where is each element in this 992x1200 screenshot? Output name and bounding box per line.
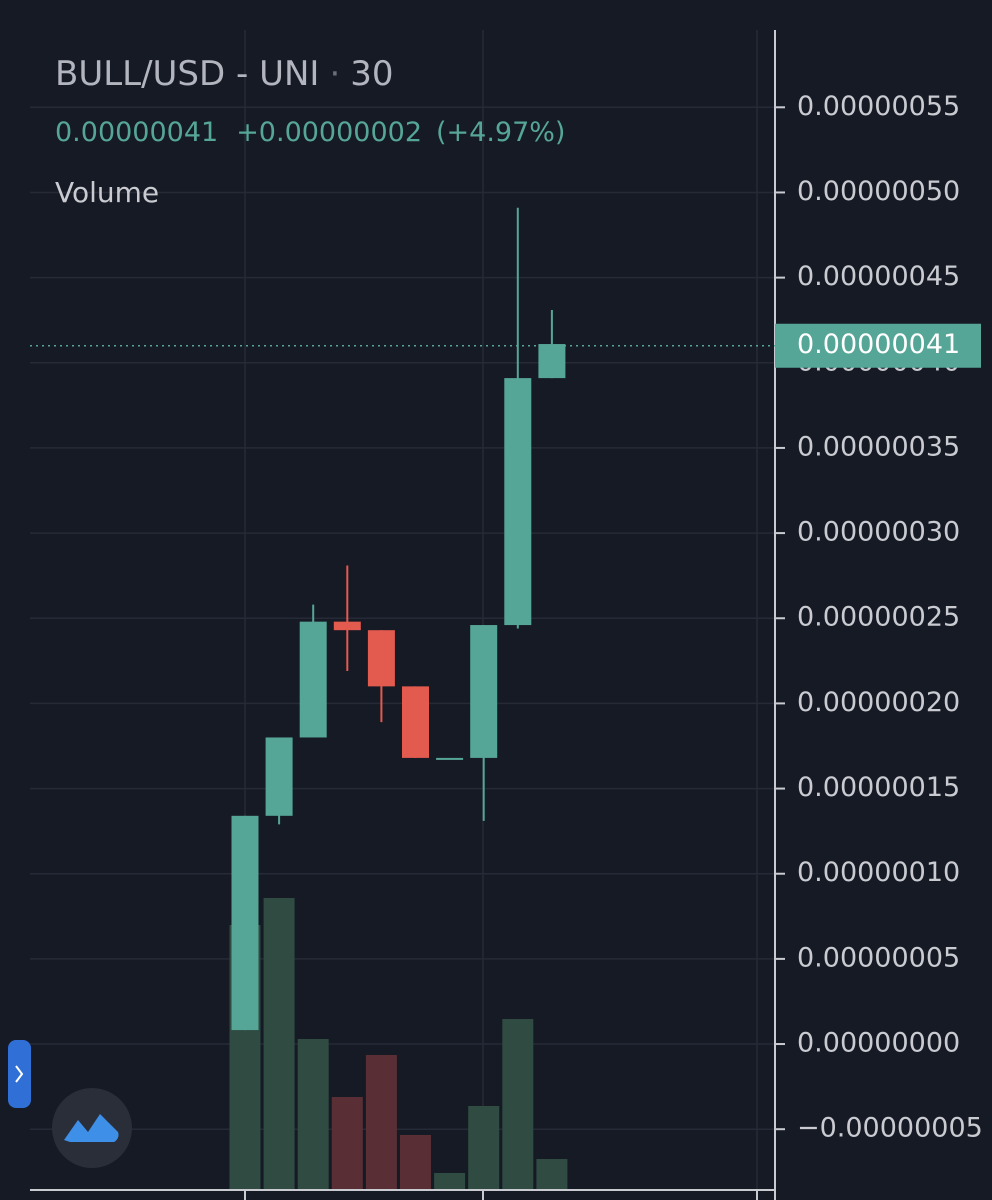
candle-body xyxy=(367,630,395,687)
quote: 0.00000041 +0.00000002 (+4.97%) xyxy=(55,117,565,148)
y-tick-label: 0.00000030 xyxy=(797,517,960,548)
y-tick-label: 0.00000055 xyxy=(797,91,960,122)
change: +0.00000002 xyxy=(236,117,422,148)
side-toggle[interactable] xyxy=(8,1040,31,1108)
candle-body xyxy=(265,737,293,816)
logo-icon xyxy=(64,1114,119,1142)
candle-body xyxy=(504,378,532,626)
interval: 30 xyxy=(350,54,393,94)
candle-body xyxy=(299,621,327,738)
volume-pane xyxy=(229,898,568,1190)
header: BULL/USD - UNI · 30 xyxy=(55,54,394,94)
candle-body xyxy=(333,621,361,631)
y-tick-label: −0.00000005 xyxy=(797,1113,983,1144)
y-tick-label: 0.00000010 xyxy=(797,857,960,888)
volume-bar xyxy=(297,1039,329,1190)
candle-body xyxy=(538,344,566,379)
y-tick-label: 0.00000045 xyxy=(797,261,960,292)
y-tick-label: 0.00000005 xyxy=(797,942,960,973)
y-tick-label: 0.00000000 xyxy=(797,1028,960,1059)
toggle-icon xyxy=(15,1065,24,1083)
y-tick-label: 0.00000025 xyxy=(797,602,960,633)
grid xyxy=(30,106,775,1130)
volume-label: Volume xyxy=(55,176,159,209)
volume-bar xyxy=(331,1097,363,1190)
volume-bar xyxy=(400,1135,431,1190)
volume-bar xyxy=(536,1159,568,1190)
symbol: BULL/USD - UNI xyxy=(55,54,319,94)
y-tick-label: 0.00000020 xyxy=(797,687,960,718)
y-tick-label: 0.00000035 xyxy=(797,431,960,462)
price-axis: 0.000000550.000000500.000000450.00000040… xyxy=(775,91,983,1144)
candle-body xyxy=(436,757,464,760)
separator: · xyxy=(329,54,340,94)
candle-body xyxy=(231,815,259,1031)
last-price-tag xyxy=(775,323,981,368)
last: 0.00000041 xyxy=(55,117,218,148)
candle-body xyxy=(470,625,498,758)
volume-bar xyxy=(502,1019,534,1190)
candle-body xyxy=(402,686,429,758)
change-pct: (+4.97%) xyxy=(436,117,565,148)
volume-bar xyxy=(468,1106,500,1190)
volume-bar xyxy=(434,1173,466,1190)
candles xyxy=(231,207,566,1031)
volume-bar xyxy=(263,898,295,1190)
y-tick-label: 0.00000015 xyxy=(797,772,960,803)
y-tick-label: 0.00000050 xyxy=(797,176,960,207)
last-price-label: 0.00000041 xyxy=(797,329,960,360)
volume-bar xyxy=(365,1055,397,1190)
